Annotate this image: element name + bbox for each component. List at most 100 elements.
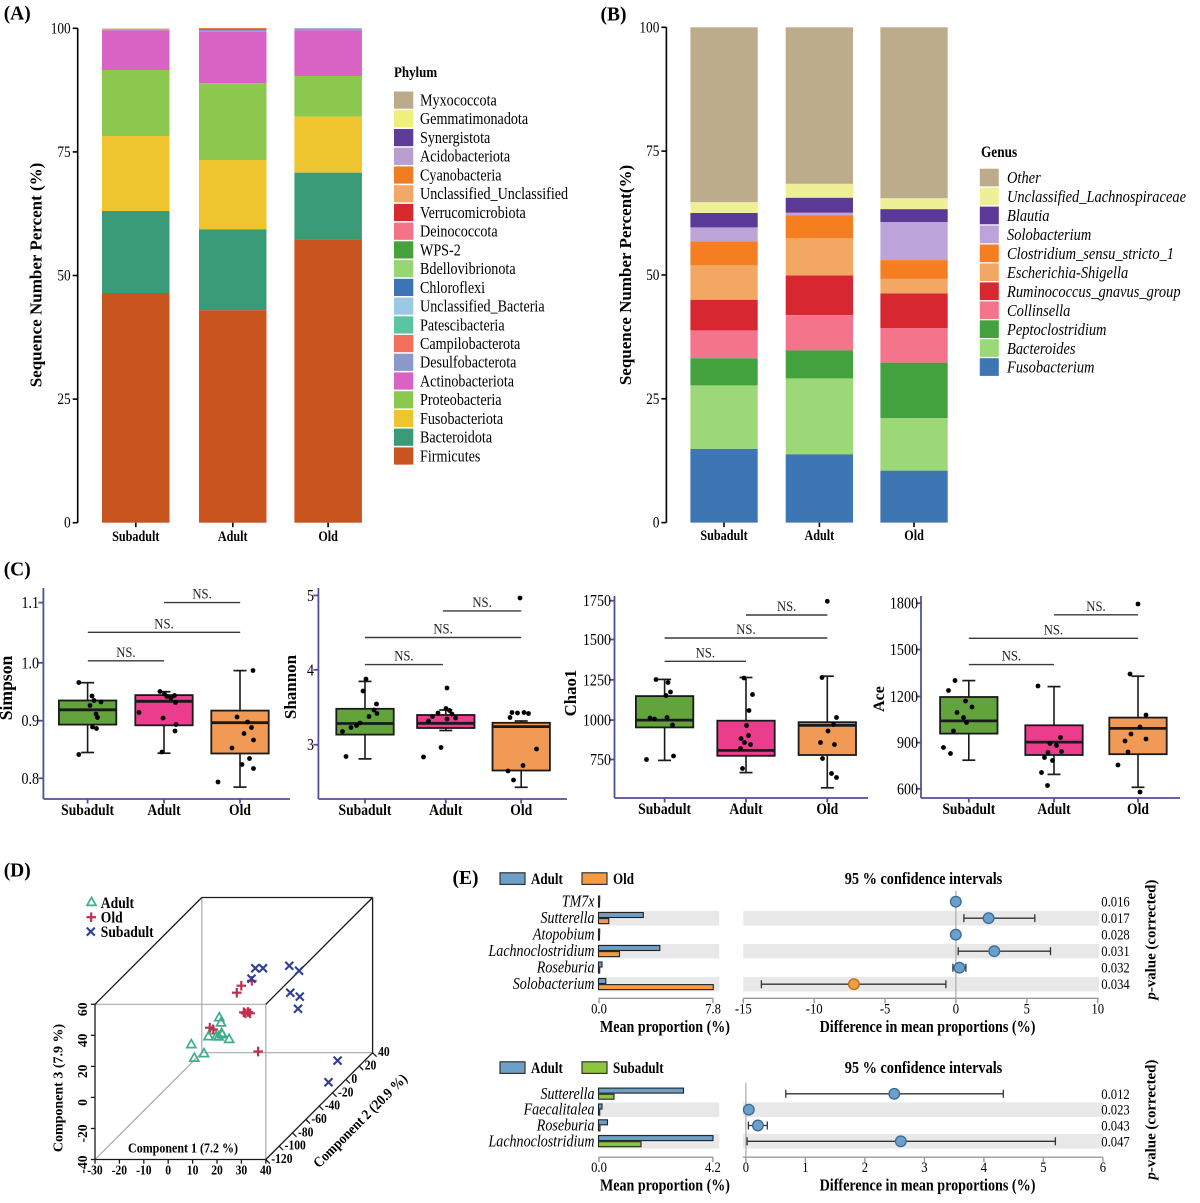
svg-text:0.9: 0.9 xyxy=(22,711,40,730)
svg-text:0: 0 xyxy=(351,1071,357,1086)
svg-text:3: 3 xyxy=(307,735,314,754)
svg-text:Subadult: Subadult xyxy=(112,529,160,545)
svg-text:Adult: Adult xyxy=(805,528,835,544)
svg-text:Adult: Adult xyxy=(429,802,463,819)
svg-text:Old: Old xyxy=(1127,801,1149,818)
svg-text:Adult: Adult xyxy=(218,529,248,545)
svg-text:NS.: NS. xyxy=(1002,649,1021,665)
svg-text:50: 50 xyxy=(57,268,70,285)
svg-text:4: 4 xyxy=(307,660,314,679)
svg-text:-10: -10 xyxy=(136,1163,152,1178)
svg-text:Proteobacteria: Proteobacteria xyxy=(420,390,502,409)
svg-text:(A): (A) xyxy=(4,3,31,25)
svg-text:1.1: 1.1 xyxy=(22,593,40,612)
svg-text:0: 0 xyxy=(165,1163,171,1178)
svg-text:Peptoclostridium: Peptoclostridium xyxy=(1006,320,1106,339)
svg-text:0.8: 0.8 xyxy=(22,769,40,788)
svg-text:Bacteroidota: Bacteroidota xyxy=(420,428,493,447)
svg-text:NS.: NS. xyxy=(472,595,491,611)
svg-text:Adult: Adult xyxy=(531,1060,564,1077)
svg-text:75: 75 xyxy=(57,144,70,161)
svg-text:25: 25 xyxy=(646,391,659,408)
svg-text:Lachnoclostridium: Lachnoclostridium xyxy=(488,941,595,960)
svg-text:Difference in mean proportions: Difference in mean proportions (%) xyxy=(820,1176,1036,1195)
svg-text:6: 6 xyxy=(1100,1160,1106,1176)
svg-text:5: 5 xyxy=(307,586,314,605)
svg-text:Faecalitalea: Faecalitalea xyxy=(523,1100,595,1119)
svg-text:NS.: NS. xyxy=(696,645,715,661)
svg-text:Phylum: Phylum xyxy=(394,64,437,81)
svg-text:-60: -60 xyxy=(311,1111,327,1126)
svg-text:10: 10 xyxy=(187,1163,199,1178)
svg-text:0: 0 xyxy=(75,1099,90,1106)
svg-text:60: 60 xyxy=(75,1002,90,1016)
svg-text:10: 10 xyxy=(1091,1002,1104,1018)
svg-text:0: 0 xyxy=(64,515,71,532)
svg-text:0.0: 0.0 xyxy=(591,1002,607,1018)
svg-text:Subadult: Subadult xyxy=(942,801,995,818)
svg-text:(E): (E) xyxy=(453,867,479,889)
svg-text:0.031: 0.031 xyxy=(1101,944,1130,960)
svg-text:-120: -120 xyxy=(271,1151,292,1166)
svg-text:-20: -20 xyxy=(112,1163,128,1178)
svg-text:Ace: Ace xyxy=(871,686,888,712)
svg-text:Campilobacterota: Campilobacterota xyxy=(420,334,521,353)
svg-text:Other: Other xyxy=(1007,168,1041,187)
svg-text:3: 3 xyxy=(921,1160,927,1176)
svg-text:Solobacterium: Solobacterium xyxy=(1007,225,1091,244)
svg-text:Mean proportion (%): Mean proportion (%) xyxy=(600,1017,730,1036)
svg-text:Mean proportion (%): Mean proportion (%) xyxy=(600,1176,730,1195)
svg-text:Unclassified_Bacteria: Unclassified_Bacteria xyxy=(420,297,545,316)
svg-text:p-value (corrected): p-value (corrected) xyxy=(1144,880,1160,1002)
svg-text:-100: -100 xyxy=(285,1138,306,1153)
svg-text:0.023: 0.023 xyxy=(1101,1103,1130,1119)
svg-text:600: 600 xyxy=(897,779,918,798)
svg-text:Subadult: Subadult xyxy=(61,802,114,819)
svg-text:30: 30 xyxy=(236,1163,248,1178)
svg-text:Fusobacterium: Fusobacterium xyxy=(1006,358,1094,377)
svg-text:NS.: NS. xyxy=(433,622,452,638)
svg-text:Lachnoclostridium: Lachnoclostridium xyxy=(488,1131,595,1150)
svg-text:Subadult: Subadult xyxy=(613,1060,664,1077)
svg-text:Old: Old xyxy=(318,529,338,545)
svg-text:1200: 1200 xyxy=(890,687,918,706)
svg-text:900: 900 xyxy=(897,733,918,752)
svg-text:20: 20 xyxy=(211,1163,223,1178)
svg-text:20: 20 xyxy=(75,1064,90,1078)
svg-text:4: 4 xyxy=(981,1160,988,1176)
svg-text:(B): (B) xyxy=(601,4,627,26)
svg-text:0.016: 0.016 xyxy=(1101,895,1130,911)
svg-text:Gemmatimonadota: Gemmatimonadota xyxy=(420,109,529,128)
svg-text:Cyanobacteria: Cyanobacteria xyxy=(420,165,502,184)
svg-text:Shannon: Shannon xyxy=(281,654,300,719)
svg-text:0.034: 0.034 xyxy=(1101,977,1130,993)
svg-text:-80: -80 xyxy=(298,1124,314,1139)
svg-text:p-value (corrected): p-value (corrected) xyxy=(1144,1060,1160,1182)
svg-text:-20: -20 xyxy=(75,1124,90,1142)
svg-text:Old: Old xyxy=(510,802,532,819)
svg-text:Sequence Number Percent(%): Sequence Number Percent(%) xyxy=(616,165,635,385)
svg-text:750: 750 xyxy=(590,750,611,769)
svg-text:Roseburia: Roseburia xyxy=(536,958,595,977)
svg-text:Genus: Genus xyxy=(981,144,1017,161)
svg-text:0: 0 xyxy=(653,515,660,532)
svg-text:NS.: NS. xyxy=(116,645,135,661)
svg-text:100: 100 xyxy=(639,19,659,36)
svg-text:Adult: Adult xyxy=(1037,801,1071,818)
svg-text:Old: Old xyxy=(229,802,251,819)
svg-text:-40: -40 xyxy=(75,1155,90,1173)
svg-text:25: 25 xyxy=(57,391,70,408)
svg-text:100: 100 xyxy=(51,20,71,37)
svg-text:Chao1: Chao1 xyxy=(561,670,580,717)
svg-text:TM7x: TM7x xyxy=(562,892,595,911)
svg-text:Subadult: Subadult xyxy=(339,802,392,819)
svg-text:1: 1 xyxy=(802,1160,808,1176)
svg-text:Old: Old xyxy=(904,528,924,544)
svg-text:Myxococcota: Myxococcota xyxy=(420,91,497,110)
svg-text:0.047: 0.047 xyxy=(1101,1134,1130,1150)
svg-text:Desulfobacterota: Desulfobacterota xyxy=(420,353,517,372)
svg-text:0: 0 xyxy=(743,1160,749,1176)
svg-text:-30: -30 xyxy=(87,1163,103,1178)
svg-text:Collinsella: Collinsella xyxy=(1007,301,1070,320)
svg-text:Roseburia: Roseburia xyxy=(536,1116,595,1135)
